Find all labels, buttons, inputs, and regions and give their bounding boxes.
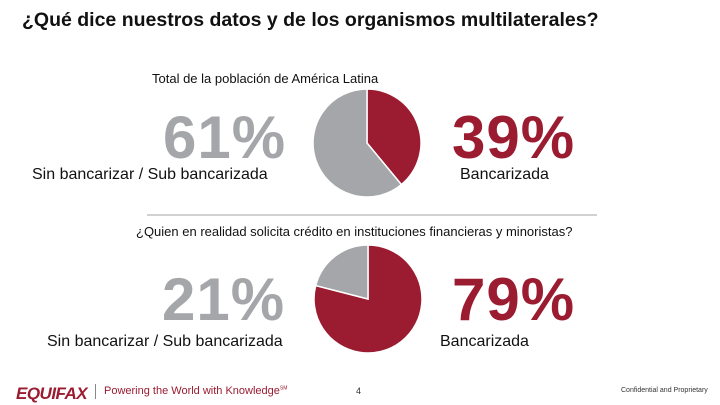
chart-1-banked-percent: 39% bbox=[452, 104, 576, 171]
chart-2-unbanked-percent: 21% bbox=[162, 266, 286, 333]
confidential-notice: Confidential and Proprietary bbox=[621, 387, 708, 394]
chart-1-title: Total de la población de América Latina bbox=[152, 71, 379, 86]
footer: EQUIFAX Powering the World with Knowledg… bbox=[0, 378, 720, 405]
trademark-mark: SM bbox=[279, 385, 288, 392]
tagline-text: Powering the World with Knowledge bbox=[104, 385, 280, 397]
equifax-logo: EQUIFAX bbox=[16, 384, 88, 403]
chart-2-banked-percent: 79% bbox=[452, 266, 576, 333]
page-number: 4 bbox=[356, 386, 362, 396]
chart-1-banked-label: Bancarizada bbox=[460, 166, 549, 183]
logo-separator bbox=[95, 384, 96, 399]
pie-chart-2 bbox=[313, 244, 423, 354]
chart-2-banked-label: Bancarizada bbox=[440, 333, 529, 350]
pie-chart-1 bbox=[312, 88, 422, 198]
pie-slice-bancarizada bbox=[366, 88, 422, 186]
slide-title: ¿Qué dice nuestros datos y de los organi… bbox=[22, 9, 599, 31]
chart-1-unbanked-label: Sin bancarizar / Sub bancarizada bbox=[32, 166, 268, 183]
chart-1-unbanked-percent: 61% bbox=[163, 104, 287, 171]
pie-slice-sin-bancarizar-sub-bancarizada bbox=[312, 88, 403, 198]
section-divider bbox=[147, 214, 597, 216]
chart-2-title: ¿Quien en realidad solicita crédito en i… bbox=[136, 224, 573, 239]
footer-tagline: Powering the World with KnowledgeSM bbox=[104, 385, 287, 397]
chart-2-unbanked-label: Sin bancarizar / Sub bancarizada bbox=[47, 333, 283, 350]
pie-slice-sin-bancarizar-sub-bancarizada bbox=[314, 244, 369, 300]
